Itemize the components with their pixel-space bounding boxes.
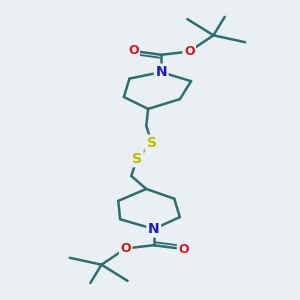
Text: O: O: [184, 45, 194, 58]
Text: O: O: [178, 243, 189, 256]
Text: O: O: [120, 242, 131, 255]
Text: S: S: [132, 152, 142, 166]
Text: N: N: [155, 65, 167, 79]
Text: N: N: [148, 222, 160, 236]
Text: O: O: [128, 44, 139, 57]
Text: S: S: [147, 136, 157, 150]
